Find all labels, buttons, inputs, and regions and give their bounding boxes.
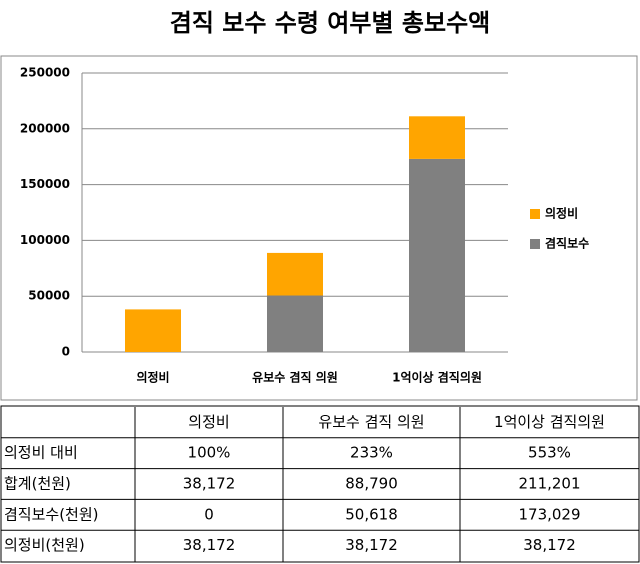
y-tick-label: 100000 [20, 233, 70, 247]
row-label: 의정비 대비 [4, 444, 78, 462]
y-tick-label: 200000 [20, 121, 70, 135]
table-cell: 553% [528, 444, 571, 462]
row-label: 합계(천원) [4, 475, 71, 493]
y-tick-label: 50000 [28, 289, 70, 303]
x-tick-label: 유보수 겸직 의원 [252, 370, 338, 385]
table-cell: 88,790 [345, 475, 398, 493]
table-cell: 211,201 [518, 475, 580, 493]
table-cell: 38,172 [183, 536, 236, 554]
table-header: 1억이상 겸직의원 [494, 413, 605, 431]
bar-segment [409, 158, 465, 352]
bar-segment [409, 116, 465, 159]
y-tick-label: 150000 [20, 177, 70, 191]
legend-swatch [530, 209, 540, 219]
table-header: 유보수 겸직 의원 [318, 413, 424, 431]
table-cell: 50,618 [345, 505, 398, 523]
x-tick-label: 의정비 [136, 370, 169, 385]
table-frame [0, 405, 640, 563]
y-tick-label: 0 [62, 345, 70, 359]
table-cell: 233% [350, 444, 393, 462]
row-label: 의정비(천원) [4, 536, 85, 554]
legend-label: 겸직보수 [545, 236, 589, 251]
bar-segment [125, 309, 181, 352]
table-cell: 0 [204, 505, 214, 523]
bar-segment [267, 252, 323, 296]
table-cell: 173,029 [518, 505, 580, 523]
bar-segment [267, 295, 323, 352]
x-tick-label: 1억이상 겸직의원 [392, 370, 482, 385]
row-label: 겸직보수(천원) [4, 505, 99, 523]
table-cell: 38,172 [345, 536, 398, 554]
chart-title: 겸직 보수 수령 여부별 총보수액 [170, 9, 490, 37]
table-cell: 38,172 [183, 475, 236, 493]
table-cell: 38,172 [523, 536, 576, 554]
table-cell: 100% [188, 444, 231, 462]
legend-swatch [530, 239, 540, 249]
legend-label: 의정비 [545, 206, 578, 221]
y-tick-label: 250000 [20, 66, 70, 80]
table-header: 의정비 [188, 413, 229, 431]
